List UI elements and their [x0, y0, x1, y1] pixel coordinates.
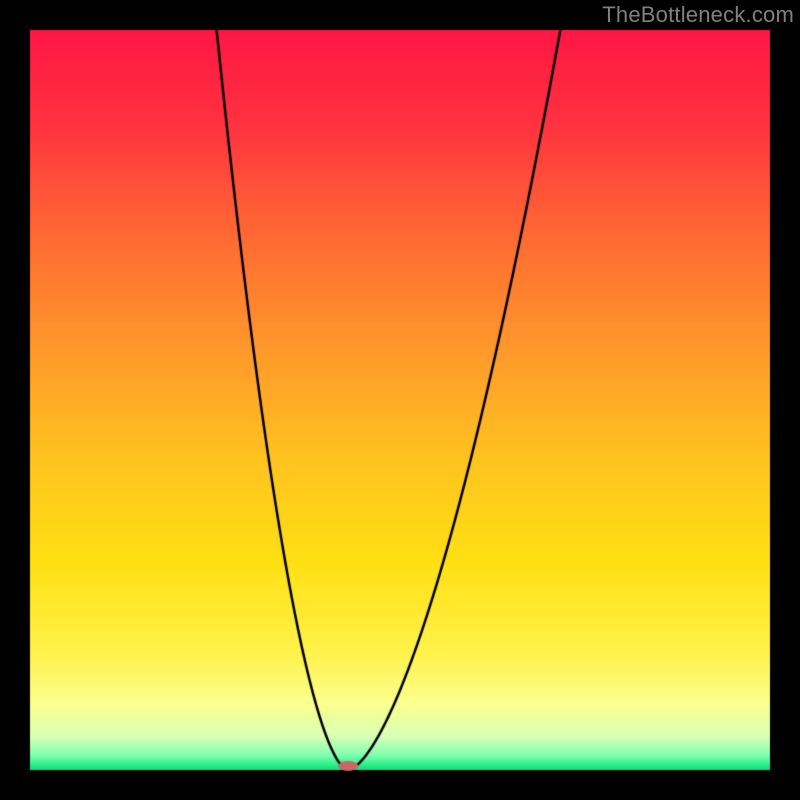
bottleneck-curve-chart — [0, 0, 800, 800]
watermark-label: TheBottleneck.com — [602, 2, 794, 28]
